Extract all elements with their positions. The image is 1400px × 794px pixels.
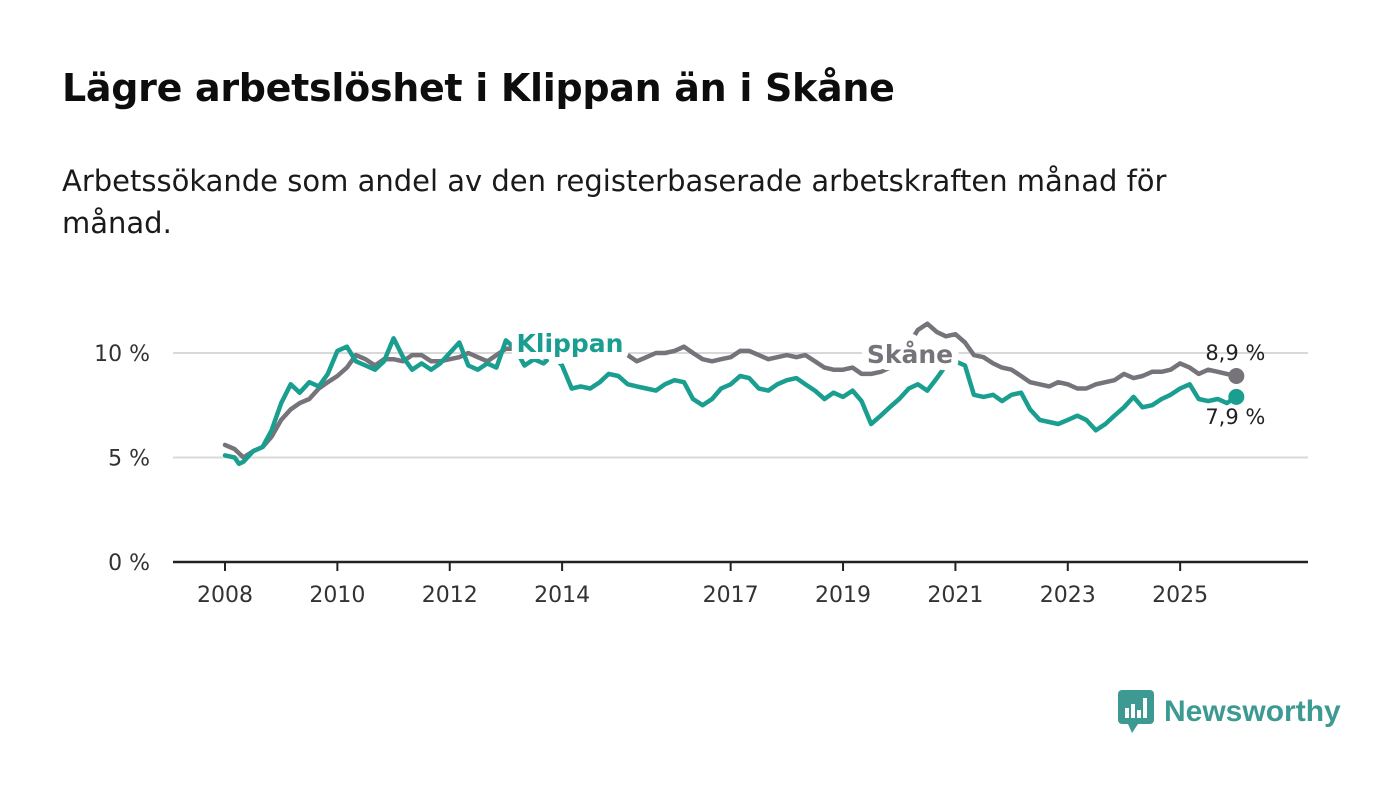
x-tick-label: 2014 <box>534 583 590 608</box>
x-tick-label: 2019 <box>815 583 871 608</box>
chart-title: Lägre arbetslöshet i Klippan än i Skåne <box>62 66 895 110</box>
end-point-skane <box>1228 367 1245 384</box>
series-line-klippan <box>222 336 1239 467</box>
x-tick-label: 2012 <box>422 583 478 608</box>
y-tick-label: 10 % <box>94 342 150 367</box>
y-tick-label: 0 % <box>108 551 150 576</box>
axes: 0 % 5 % 10 % 2008 2010 2012 2014 2017 2019 2021 20… <box>94 342 1308 608</box>
bar-chart-speech-bubble-icon <box>1118 690 1154 733</box>
chart-subtitle: Arbetssökande som andel av den registerb… <box>62 164 1167 240</box>
brand-name: Newsworthy <box>1164 695 1341 728</box>
y-tick-label: 5 % <box>108 446 150 471</box>
x-tick-label: 2025 <box>1152 583 1208 608</box>
series-label-klippan: Klippan <box>517 329 624 358</box>
series-label-halo-klippan: Klippan <box>517 329 624 358</box>
series-label-skane: Skåne <box>867 340 953 369</box>
x-tick-label: 2017 <box>703 583 759 608</box>
x-tick-label: 2008 <box>197 583 253 608</box>
series-label-halo-skane: Skåne <box>867 340 953 369</box>
series-line-skane <box>222 321 1239 460</box>
end-value-label-skane: 8,9 % <box>1205 341 1265 365</box>
series <box>222 321 1245 467</box>
end-value-label-klippan: 7,9 % <box>1205 405 1265 429</box>
x-tick-label: 2021 <box>927 583 983 608</box>
x-tick-label: 2010 <box>309 583 365 608</box>
newsworthy-logo: Newsworthy <box>1118 690 1341 734</box>
end-point-klippan <box>1228 388 1245 405</box>
x-tick-label: 2023 <box>1040 583 1096 608</box>
